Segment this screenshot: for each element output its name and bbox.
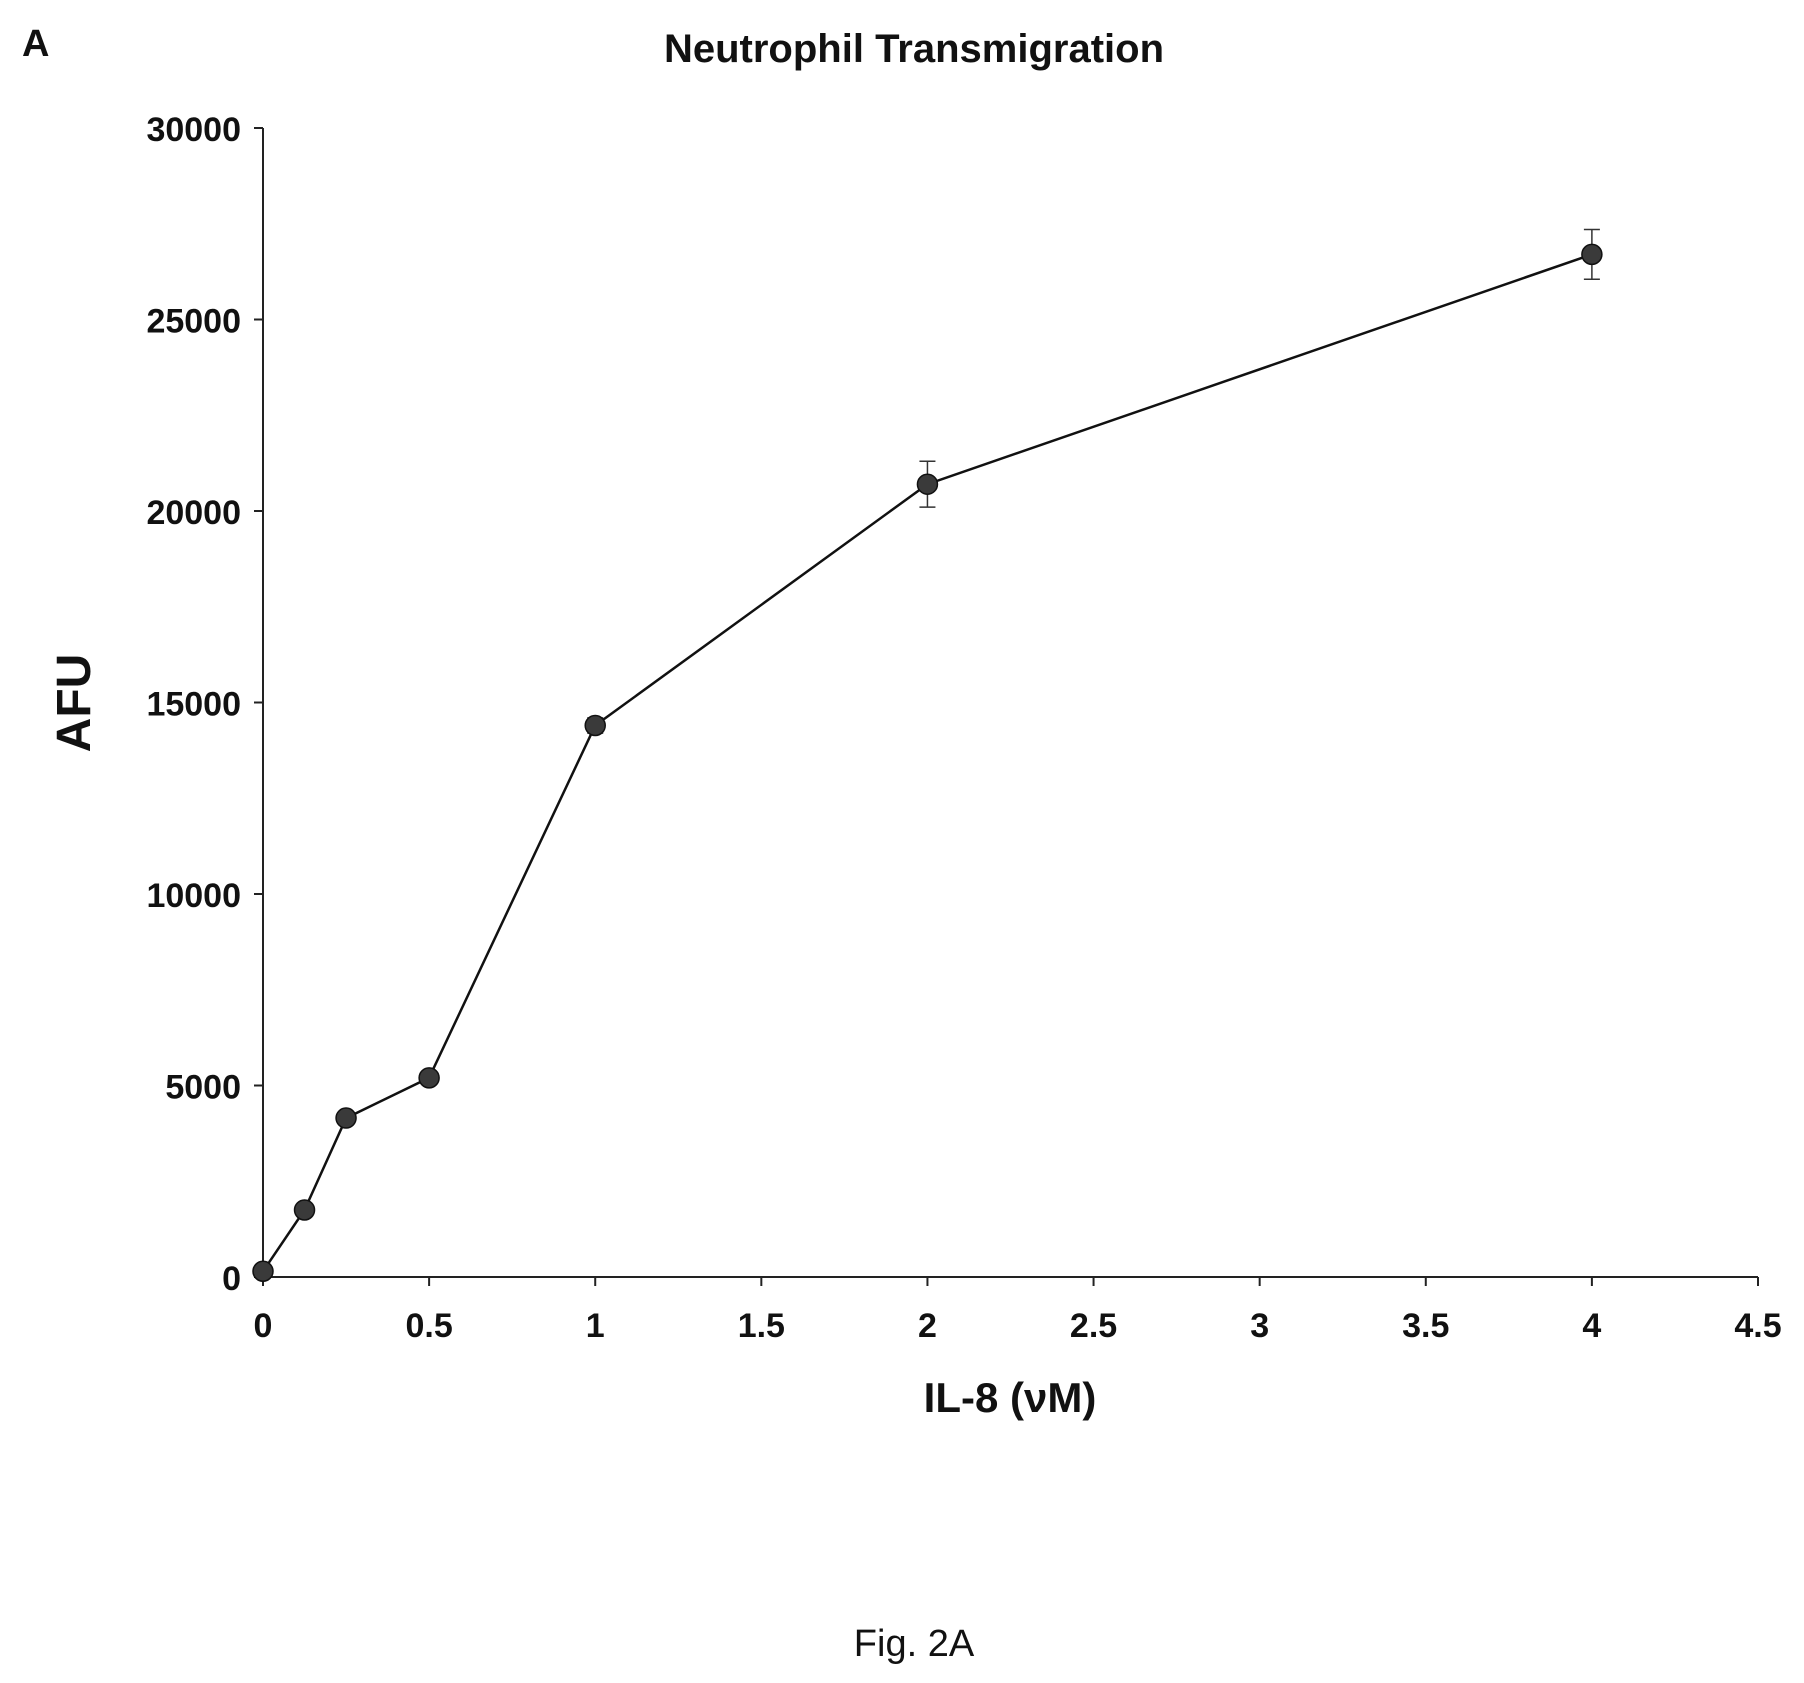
figure-caption: Fig. 2A: [854, 1623, 975, 1665]
data-point: [584, 714, 606, 737]
x-tick-label: 0: [254, 1307, 273, 1345]
y-tick-label: 5000: [165, 1069, 241, 1107]
x-tick-label: 4: [1582, 1307, 1601, 1345]
x-axis-ticks: 0 0.5 1 1.5 2 2.5 3 3.5 4 4.5: [254, 1277, 1782, 1345]
y-tick-label: 10000: [146, 877, 241, 915]
panel-label: A: [22, 23, 49, 65]
data-point: [418, 1067, 440, 1089]
y-tick-label: 25000: [146, 303, 241, 341]
x-tick-label: 2: [918, 1307, 937, 1345]
x-tick-label: 2.5: [1070, 1307, 1117, 1345]
chart-title: Neutrophil Transmigration: [664, 27, 1164, 71]
data-point: [1581, 243, 1603, 266]
x-tick-label: 4.5: [1734, 1307, 1781, 1345]
data-point: [252, 1260, 274, 1283]
y-tick-label: 15000: [146, 686, 241, 724]
y-tick-label: 20000: [146, 494, 241, 532]
y-tick-label: 30000: [146, 111, 241, 149]
series-line: [261, 253, 1593, 1273]
x-tick-label: 0.5: [405, 1307, 452, 1345]
data-point: [293, 1199, 316, 1221]
x-tick-label: 1: [586, 1307, 605, 1345]
x-tick-label: 3.5: [1402, 1307, 1449, 1345]
data-point: [335, 1107, 357, 1129]
x-tick-label: 1.5: [738, 1307, 785, 1345]
y-axis-ticks: 0 5000 10000 15000 20000 25000 30000: [146, 111, 263, 1298]
x-tick-label: 3: [1250, 1307, 1269, 1345]
y-tick-label: 0: [222, 1260, 241, 1298]
data-point: [916, 473, 939, 495]
plot-area: 0 5000 10000 15000 20000 25000 30000 0 0.5 1 1.5 2…: [146, 111, 1781, 1345]
x-axis-label: IL-8 (νM): [924, 1374, 1097, 1421]
data-points: [252, 243, 1603, 1283]
y-axis-label: AFU: [48, 654, 101, 753]
